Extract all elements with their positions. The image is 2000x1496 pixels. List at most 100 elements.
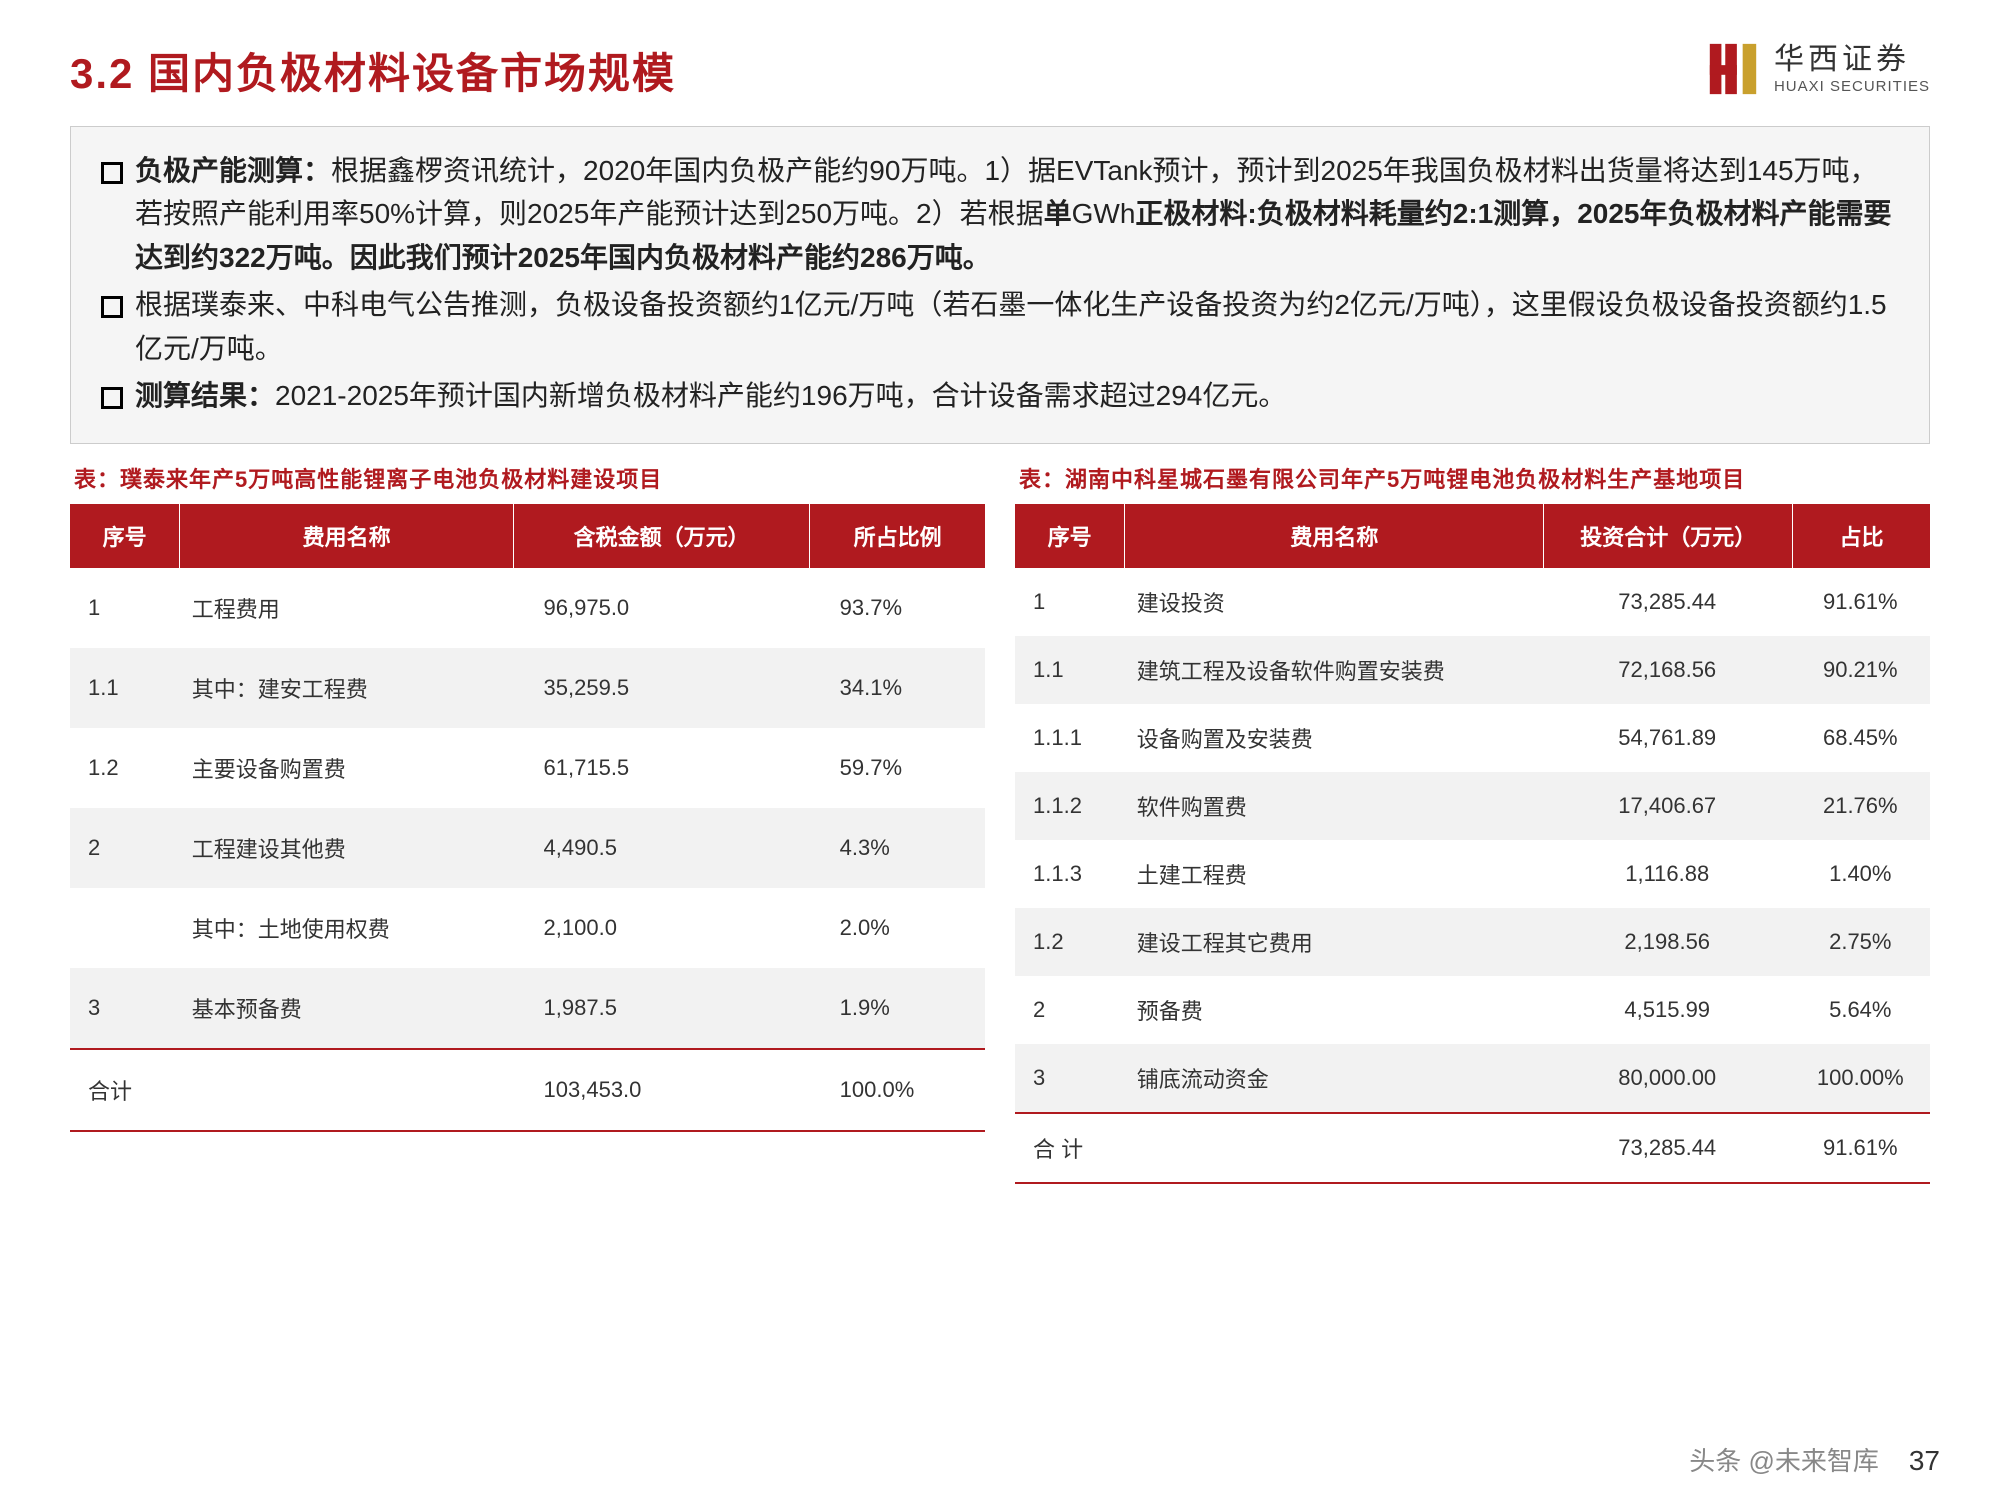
table-cell: 1.40% xyxy=(1793,840,1930,908)
table-cell: 1.1.1 xyxy=(1015,704,1125,772)
table-row: 1.1其中：建安工程费35,259.534.1% xyxy=(70,648,985,728)
table-cell: 合计 xyxy=(70,1049,180,1131)
table-cell: 5.64% xyxy=(1793,976,1930,1044)
table-cell: 设备购置及安装费 xyxy=(1125,704,1544,772)
table-row: 其中：土地使用权费2,100.02.0% xyxy=(70,888,985,968)
logo-en: HUAXI SECURITIES xyxy=(1774,78,1930,96)
table-cell: 73,285.44 xyxy=(1544,1113,1793,1183)
table-cell: 68.45% xyxy=(1793,704,1930,772)
table-cell: 1.1 xyxy=(1015,636,1125,704)
table-cell: 1,116.88 xyxy=(1544,840,1793,908)
table-column-header: 序号 xyxy=(1015,504,1125,568)
page-number: 37 xyxy=(1909,1445,1940,1477)
table-column-header: 含税金额（万元） xyxy=(514,504,810,568)
table-column-header: 投资合计（万元） xyxy=(1544,504,1793,568)
table-row: 2预备费4,515.995.64% xyxy=(1015,976,1930,1044)
table-cell: 91.61% xyxy=(1793,1113,1930,1183)
table-cell: 1 xyxy=(70,568,180,648)
table-row: 1.1建筑工程及设备软件购置安装费72,168.5690.21% xyxy=(1015,636,1930,704)
table-cell: 90.21% xyxy=(1793,636,1930,704)
table-column-header: 占比 xyxy=(1793,504,1930,568)
table-cell: 100.00% xyxy=(1793,1044,1930,1113)
table-cell: 1.2 xyxy=(1015,908,1125,976)
table-column-header: 所占比例 xyxy=(810,504,985,568)
table-cell: 合 计 xyxy=(1015,1113,1125,1183)
table-cell: 2 xyxy=(1015,976,1125,1044)
table-cell: 103,453.0 xyxy=(514,1049,810,1131)
table-cell: 2,100.0 xyxy=(514,888,810,968)
table-row: 2工程建设其他费4,490.54.3% xyxy=(70,808,985,888)
table-column-header: 费用名称 xyxy=(1125,504,1544,568)
table-cell: 建筑工程及设备软件购置安装费 xyxy=(1125,636,1544,704)
table-row: 1.1.1设备购置及安装费54,761.8968.45% xyxy=(1015,704,1930,772)
table-cell: 1,987.5 xyxy=(514,968,810,1049)
table-cell: 4,515.99 xyxy=(1544,976,1793,1044)
left-table: 序号费用名称含税金额（万元）所占比例 1工程费用96,975.093.7%1.1… xyxy=(70,504,985,1132)
table-cell: 35,259.5 xyxy=(514,648,810,728)
table-cell: 1 xyxy=(1015,568,1125,636)
table-cell: 21.76% xyxy=(1793,772,1930,840)
footer: 头条 @未来智库 37 xyxy=(60,1441,1940,1478)
page-title: 3.2 国内负极材料设备市场规模 xyxy=(70,40,676,101)
table-cell: 1.1.3 xyxy=(1015,840,1125,908)
table-cell: 其中：建安工程费 xyxy=(180,648,514,728)
table-total-row: 合 计 73,285.4491.61% xyxy=(1015,1113,1930,1183)
table-cell: 4.3% xyxy=(810,808,985,888)
table-cell: 建设工程其它费用 xyxy=(1125,908,1544,976)
table-cell: 4,490.5 xyxy=(514,808,810,888)
table-row: 1.2主要设备购置费61,715.559.7% xyxy=(70,728,985,808)
table-cell: 软件购置费 xyxy=(1125,772,1544,840)
table-row: 1.1.2软件购置费17,406.6721.76% xyxy=(1015,772,1930,840)
watermark: 头条 @未来智库 xyxy=(1689,1441,1879,1478)
table-cell: 工程费用 xyxy=(180,568,514,648)
table-row: 3基本预备费1,987.51.9% xyxy=(70,968,985,1049)
table-cell: 基本预备费 xyxy=(180,968,514,1049)
table-cell: 2,198.56 xyxy=(1544,908,1793,976)
table-cell xyxy=(180,1049,514,1131)
table-cell: 铺底流动资金 xyxy=(1125,1044,1544,1113)
table-column-header: 费用名称 xyxy=(180,504,514,568)
table-cell: 61,715.5 xyxy=(514,728,810,808)
logo-cn: 华西证券 xyxy=(1774,42,1930,78)
table-cell: 2.75% xyxy=(1793,908,1930,976)
table-cell: 80,000.00 xyxy=(1544,1044,1793,1113)
table-cell: 100.0% xyxy=(810,1049,985,1131)
bullet-3: 测算结果：2021-2025年预计国内新增负极材料产能约196万吨，合计设备需求… xyxy=(93,374,1901,417)
table-cell: 1.2 xyxy=(70,728,180,808)
table-cell xyxy=(70,888,180,968)
table-row: 1建设投资73,285.4491.61% xyxy=(1015,568,1930,636)
table-row: 3铺底流动资金80,000.00100.00% xyxy=(1015,1044,1930,1113)
table-cell: 2.0% xyxy=(810,888,985,968)
table-cell: 建设投资 xyxy=(1125,568,1544,636)
brand-logo: 华西证券 HUAXI SECURITIES xyxy=(1704,40,1930,98)
tables-row: 表：璞泰来年产5万吨高性能锂离子电池负极材料建设项目 序号费用名称含税金额（万元… xyxy=(70,454,1930,1184)
right-table-block: 表：湖南中科星城石墨有限公司年产5万吨锂电池负极材料生产基地项目 序号费用名称投… xyxy=(1015,454,1930,1184)
table-cell: 2 xyxy=(70,808,180,888)
table-cell: 59.7% xyxy=(810,728,985,808)
right-table-caption: 表：湖南中科星城石墨有限公司年产5万吨锂电池负极材料生产基地项目 xyxy=(1015,454,1930,504)
table-row: 1工程费用96,975.093.7% xyxy=(70,568,985,648)
intro-box: 负极产能测算：根据鑫椤资讯统计，2020年国内负极产能约90万吨。1）据EVTa… xyxy=(70,126,1930,444)
table-cell: 73,285.44 xyxy=(1544,568,1793,636)
header: 3.2 国内负极材料设备市场规模 华西证券 HUAXI SECURITIES xyxy=(60,40,1940,101)
table-cell: 1.9% xyxy=(810,968,985,1049)
right-table: 序号费用名称投资合计（万元）占比 1建设投资73,285.4491.61%1.1… xyxy=(1015,504,1930,1184)
table-cell: 预备费 xyxy=(1125,976,1544,1044)
table-cell: 91.61% xyxy=(1793,568,1930,636)
table-cell: 主要设备购置费 xyxy=(180,728,514,808)
table-cell: 17,406.67 xyxy=(1544,772,1793,840)
table-cell: 72,168.56 xyxy=(1544,636,1793,704)
table-cell xyxy=(1125,1113,1544,1183)
bullet-2: 根据璞泰来、中科电气公告推测，负极设备投资额约1亿元/万吨（若石墨一体化生产设备… xyxy=(93,283,1901,370)
table-cell: 其中：土地使用权费 xyxy=(180,888,514,968)
table-cell: 93.7% xyxy=(810,568,985,648)
table-cell: 96,975.0 xyxy=(514,568,810,648)
left-table-block: 表：璞泰来年产5万吨高性能锂离子电池负极材料建设项目 序号费用名称含税金额（万元… xyxy=(70,454,985,1184)
table-cell: 土建工程费 xyxy=(1125,840,1544,908)
logo-mark-icon xyxy=(1704,40,1762,98)
table-row: 1.2建设工程其它费用2,198.562.75% xyxy=(1015,908,1930,976)
table-cell: 34.1% xyxy=(810,648,985,728)
logo-text: 华西证券 HUAXI SECURITIES xyxy=(1774,42,1930,96)
table-total-row: 合计 103,453.0100.0% xyxy=(70,1049,985,1131)
left-table-caption: 表：璞泰来年产5万吨高性能锂离子电池负极材料建设项目 xyxy=(70,454,985,504)
